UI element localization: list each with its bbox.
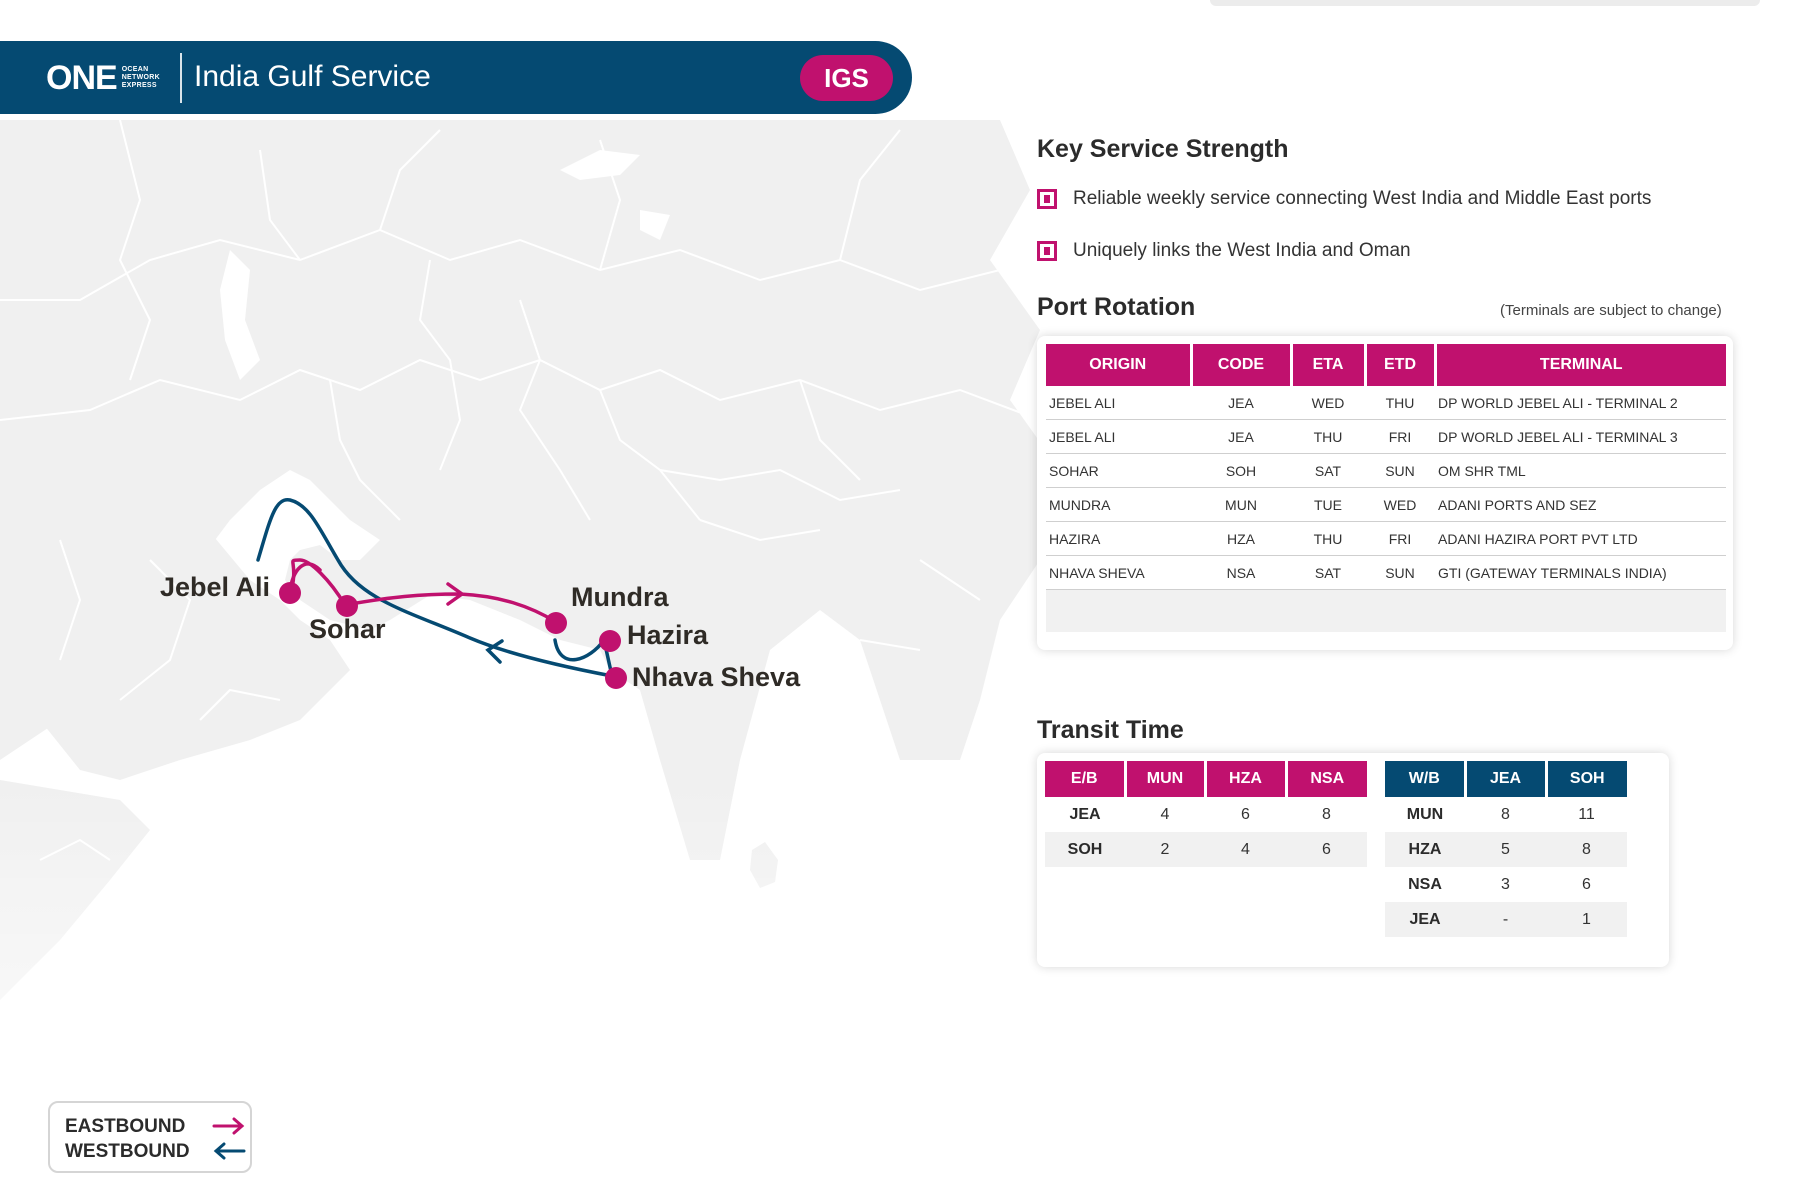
service-code-badge: IGS [800,55,893,101]
column-header: JEA [1465,761,1548,797]
transit-time-title: Transit Time [1037,716,1184,744]
table-row: HZA 5 8 [1385,832,1627,867]
column-header: ORIGIN [1046,344,1193,386]
bullet-icon [1037,189,1057,209]
table-header-row: E/B MUN HZA NSA [1045,761,1367,797]
port-label-hazira: Hazira [627,620,709,650]
key-service-item: Reliable weekly service connecting West … [1037,188,1651,210]
table-row: MUN 8 11 [1406,805,1595,823]
port-rotation-card: ORIGIN CODE ETA ETD TERMINAL JEBEL ALI J… [1037,336,1733,650]
terminals-note: (Terminals are subject to change) [1500,302,1722,319]
table-row: SOH 2 4 6 [1045,832,1367,867]
port-label-mundra: Mundra [571,582,669,612]
column-header: ETA [1291,344,1367,386]
table-row: JEBEL ALI JEA THU FRI DP WORLD JEBEL ALI… [1046,419,1726,454]
legend-westbound-label: WESTBOUND [65,1141,190,1162]
port-label-nhava-sheva: Nhava Sheva [632,662,801,692]
key-service-item: Uniquely links the West India and Oman [1037,240,1411,262]
table-row: SOHAR SOH SAT SUN OM SHR TML [1046,453,1726,488]
logo-main: ONE [46,59,118,97]
key-service-title: Key Service Strength [1037,135,1289,163]
column-header: HZA [1205,761,1288,797]
top-decoration [1210,0,1760,6]
port-dot-sohar [336,595,358,617]
column-header: SOH [1546,761,1627,797]
eastbound-transit-table: E/B MUN HZA NSA JEA 4 6 8 SOH 2 4 6 [1045,761,1367,867]
port-label-jebel-ali: Jebel Ali [160,572,271,602]
column-header: CODE [1191,344,1293,386]
table-footer-row [1046,589,1726,632]
route-legend: EASTBOUND WESTBOUND [48,1101,252,1173]
port-dot-nhava-sheva [605,667,627,689]
port-dot-mundra [545,612,567,634]
table-row: HAZIRA HZA THU FRI ADANI HAZIRA PORT PVT… [1046,521,1726,556]
legend-eastbound-label: EASTBOUND [65,1116,186,1137]
westbound-transit-table: W/B JEA SOH MUN 8 11 HZA 5 8 NSA 3 6 JEA… [1385,761,1627,937]
eastbound-arrow [446,582,466,606]
westbound-arrow-icon [213,1142,246,1160]
header-divider [180,53,182,103]
page-title: India Gulf Service [194,60,431,93]
logo: ONE OCEAN NETWORK EXPRESS [46,59,160,97]
table-header-row: W/B JEA SOH [1385,761,1627,797]
table-header-row: ORIGIN CODE ETA ETD TERMINAL [1046,344,1726,386]
table-row: JEBEL ALI JEA WED THU DP WORLD JEBEL ALI… [1046,386,1726,420]
table-row: MUNDRA MUN TUE WED ADANI PORTS AND SEZ [1046,487,1726,522]
westbound-route [256,498,614,678]
transit-time-card: E/B MUN HZA NSA JEA 4 6 8 SOH 2 4 6 W/B … [1037,753,1669,967]
port-label-sohar: Sohar [309,614,386,644]
table-row: NHAVA SHEVA NSA SAT SUN GTI (GATEWAY TER… [1046,555,1726,590]
bullet-icon [1037,241,1057,261]
port-dots [279,582,627,689]
column-header: MUN [1125,761,1207,797]
port-rotation-table: ORIGIN CODE ETA ETD TERMINAL JEBEL ALI J… [1046,344,1726,632]
westbound-arrow [485,639,504,664]
column-header: W/B [1385,761,1467,797]
port-rotation-title: Port Rotation [1037,293,1196,321]
eastbound-arrow-icon [212,1117,245,1135]
column-header: TERMINAL [1435,344,1726,386]
column-header: ETD [1365,344,1437,386]
logo-sub: OCEAN NETWORK EXPRESS [121,66,160,89]
port-dot-jebel-ali [279,582,301,604]
table-row: JEA - 1 [1385,902,1627,937]
table-row: NSA 3 6 [1408,875,1591,893]
port-dot-hazira [599,630,621,652]
header-bar: ONE OCEAN NETWORK EXPRESS India Gulf Ser… [0,41,912,114]
column-header: NSA [1286,761,1367,797]
table-row: JEA 4 6 8 [1069,805,1331,823]
column-header: E/B [1045,761,1127,797]
